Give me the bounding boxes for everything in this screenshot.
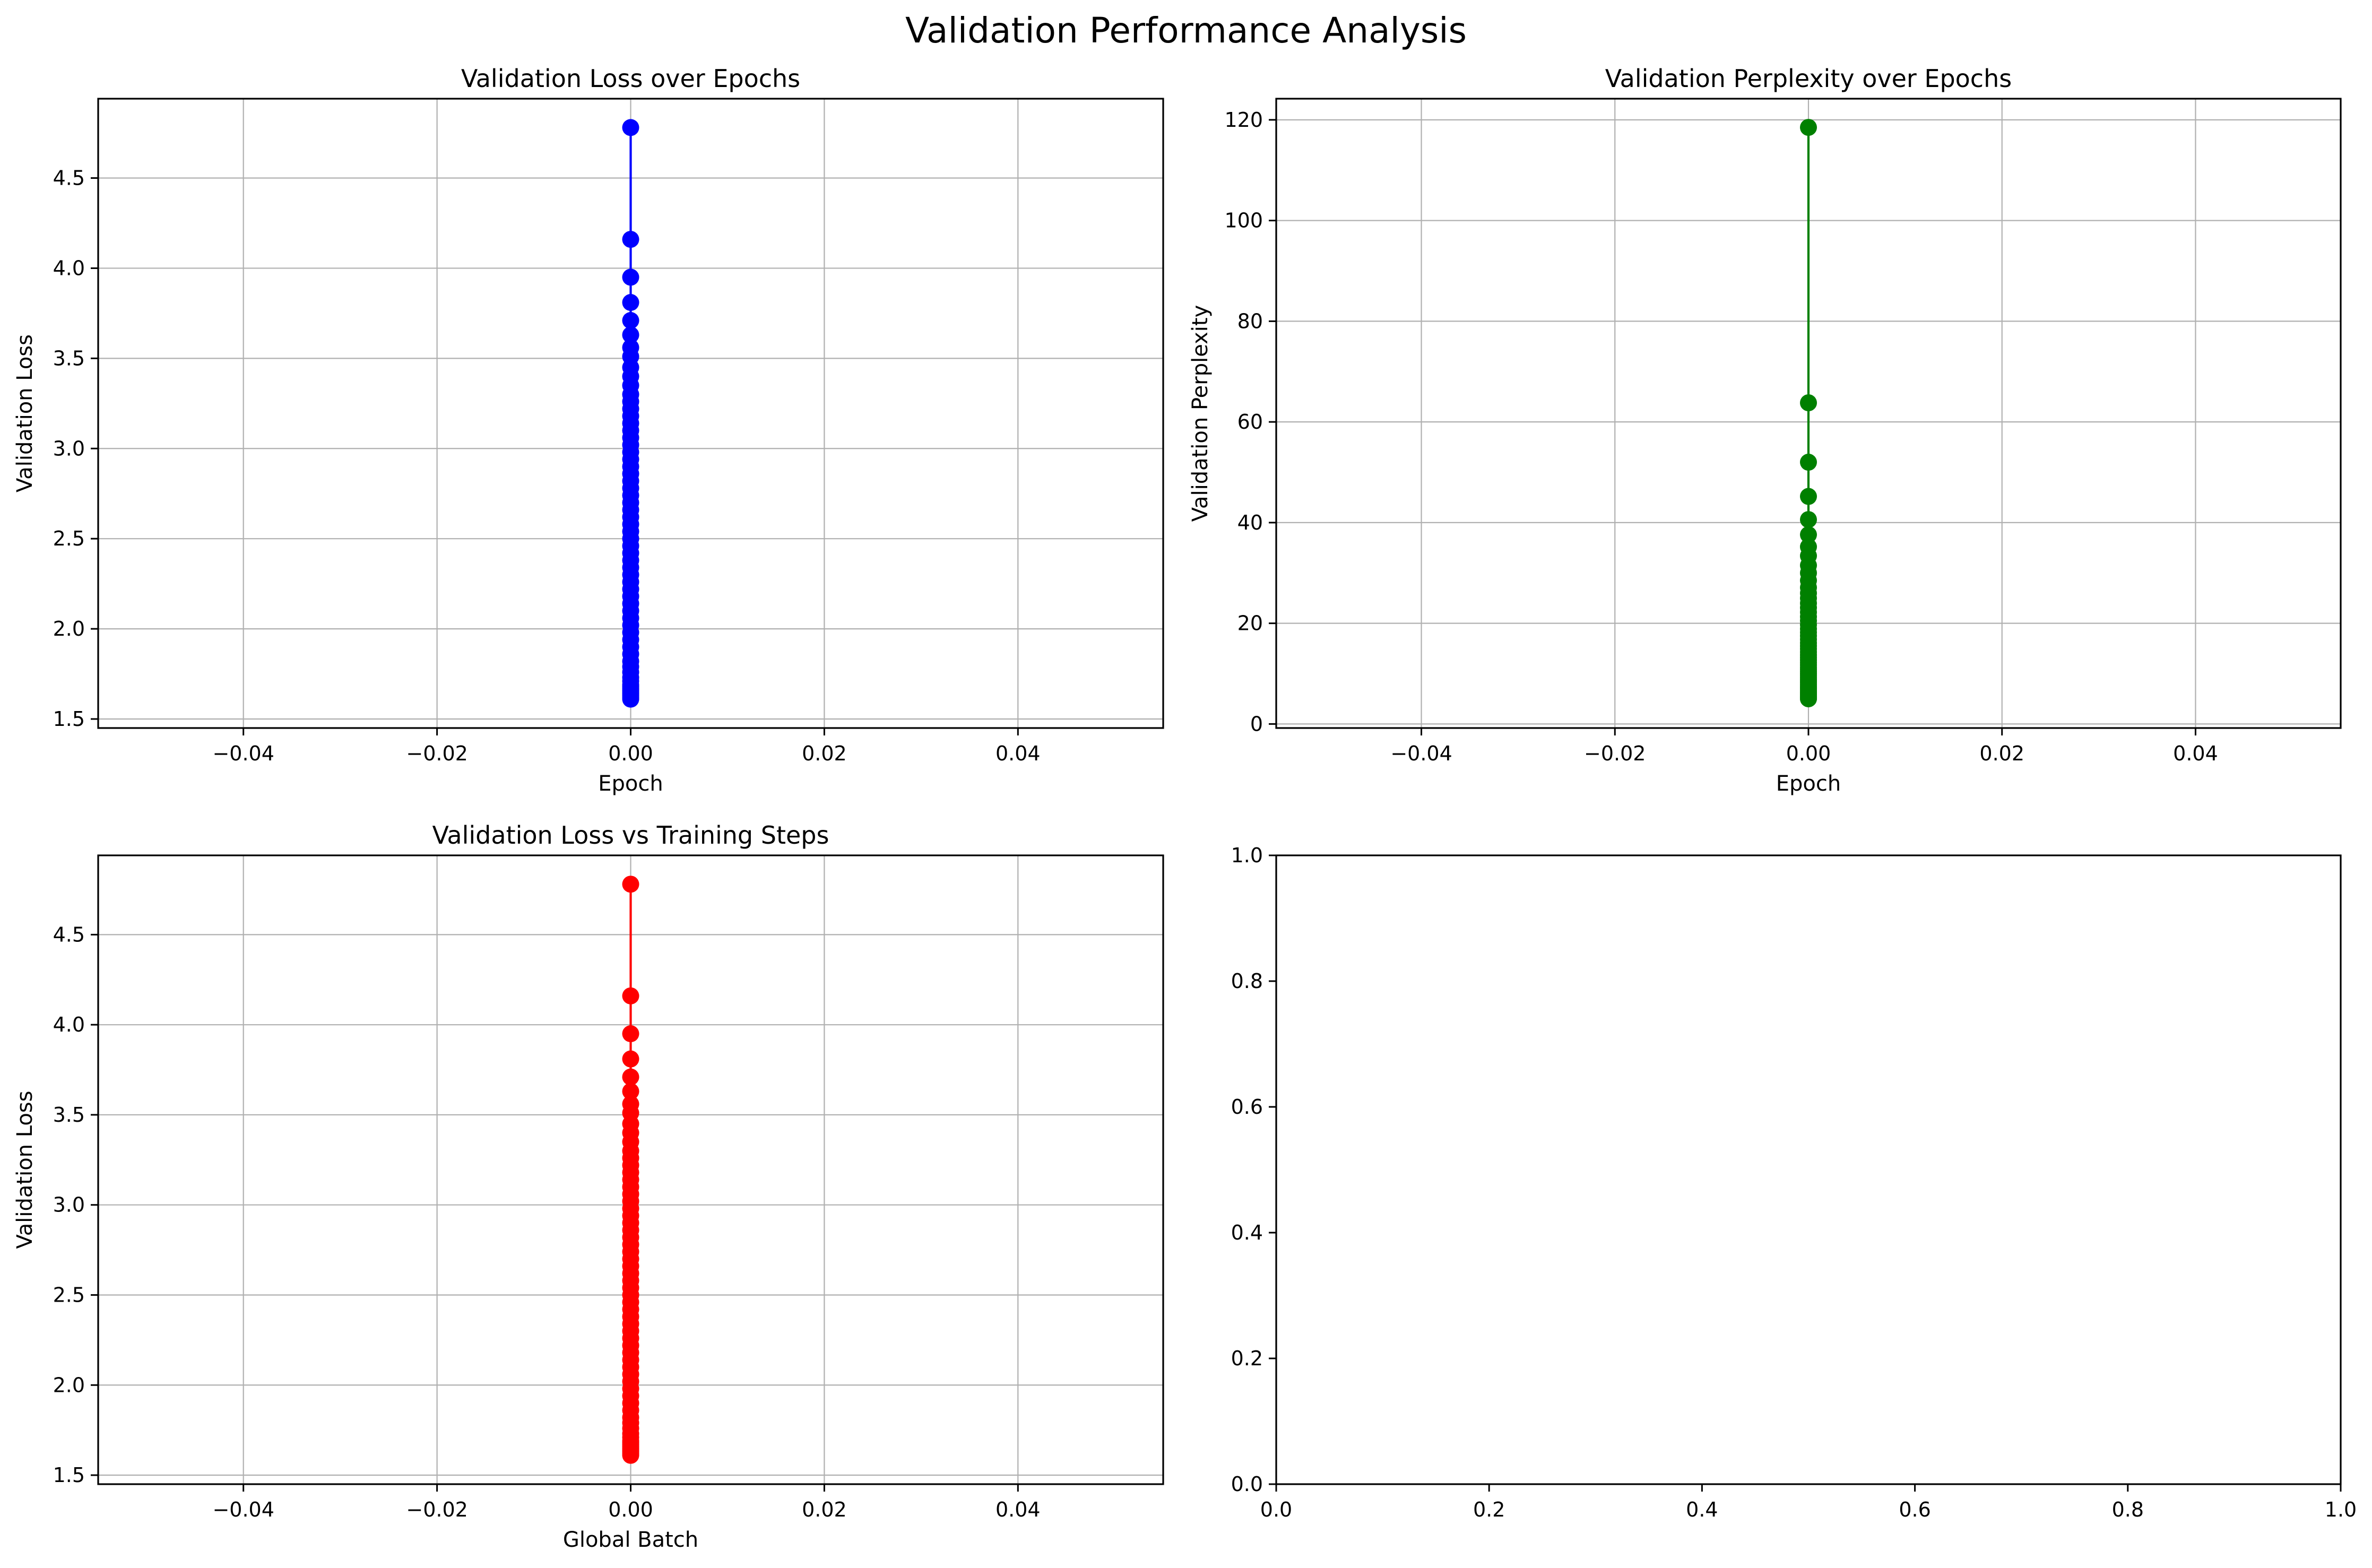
data-point <box>622 1068 639 1086</box>
y-axis-label: Validation Loss <box>13 334 37 492</box>
data-point <box>622 119 639 136</box>
axes-frame <box>1275 854 2342 1485</box>
subplot-validation-loss-epochs: −0.04 −0.02 0.00 0.02 0.04 1.5 2.0 2.5 3.0 3.5 4.0… <box>13 64 1164 796</box>
data-point <box>1800 690 1817 707</box>
data-point <box>622 231 639 248</box>
y-tick-label: 2.5 <box>53 527 85 550</box>
data-point <box>622 326 639 344</box>
x-axis-label: Epoch <box>1776 772 1841 796</box>
y-tick-label: 20 <box>1237 612 1263 635</box>
data-point <box>1800 488 1817 505</box>
data-point <box>622 311 639 329</box>
x-tick-label: 0.8 <box>2112 1498 2144 1521</box>
subplot-title: Validation Loss over Epochs <box>461 64 800 93</box>
subplot-title: Validation Perplexity over Epochs <box>1605 64 2012 93</box>
y-tick-label: 0.8 <box>1231 969 1263 993</box>
data-point <box>622 1050 639 1068</box>
data-point <box>622 268 639 286</box>
y-tick-label: 120 <box>1224 108 1263 132</box>
x-tick-label: 0.02 <box>802 1498 847 1521</box>
x-tick-label: 1.0 <box>2325 1498 2357 1521</box>
data-point <box>622 1025 639 1043</box>
x-tick-label: 0.2 <box>1473 1498 1505 1521</box>
data-point <box>622 987 639 1004</box>
y-tick-label: 0.2 <box>1231 1347 1263 1370</box>
data-point <box>1800 511 1817 529</box>
y-tick-label: 4.0 <box>53 1013 85 1036</box>
data-point <box>1800 526 1817 543</box>
subplot-validation-loss-training-steps: −0.04 −0.02 0.00 0.02 0.04 1.5 2.0 2.5 3.0 3.5 4.0… <box>13 821 1164 1552</box>
y-tick-label: 1.5 <box>53 1463 85 1487</box>
y-tick-label: 4.5 <box>53 923 85 946</box>
x-tick-label: −0.02 <box>406 1498 468 1521</box>
data-point <box>622 690 639 708</box>
y-tick-label: 4.0 <box>53 256 85 280</box>
x-tick-label: 0.0 <box>1260 1498 1292 1521</box>
plot-area <box>1276 855 2341 1484</box>
subplot-empty: 0.0 0.2 0.4 0.6 0.8 1.0 0.0 0.2 0.4 0.6 0.8 1.0 <box>1231 844 2357 1521</box>
y-axis-label: Validation Loss <box>13 1091 37 1249</box>
y-tick-label: 1.5 <box>53 707 85 731</box>
x-tick-label: 0.04 <box>995 742 1041 765</box>
y-tick-label: 3.5 <box>53 346 85 370</box>
x-tick-label: 0.04 <box>2173 742 2218 765</box>
x-tick-label: 0.00 <box>608 1498 653 1521</box>
data-point <box>622 294 639 311</box>
y-tick-label: 100 <box>1224 209 1263 232</box>
x-tick-label: −0.02 <box>1584 742 1646 765</box>
x-tick-label: 0.02 <box>802 742 847 765</box>
data-point <box>1800 394 1817 412</box>
x-tick-label: −0.04 <box>1390 742 1452 765</box>
data-point <box>622 1082 639 1100</box>
y-tick-label: 1.0 <box>1231 844 1263 867</box>
data-point <box>1800 119 1817 136</box>
y-tick-label: 2.5 <box>53 1283 85 1306</box>
x-tick-label: 0.6 <box>1899 1498 1931 1521</box>
x-axis-label: Global Batch <box>563 1528 698 1552</box>
x-axis-label: Epoch <box>598 772 663 796</box>
y-tick-label: 80 <box>1237 309 1263 333</box>
x-tick-label: 0.04 <box>995 1498 1041 1521</box>
x-tick-label: 0.02 <box>1979 742 2024 765</box>
y-tick-label: 3.0 <box>53 1193 85 1217</box>
y-axis-label: Validation Perplexity <box>1188 305 1213 522</box>
y-tick-label: 2.0 <box>53 1373 85 1397</box>
y-tick-label: 0 <box>1250 712 1263 735</box>
data-point <box>1800 454 1817 471</box>
subplot-validation-perplexity-epochs: −0.04 −0.02 0.00 0.02 0.04 0 20 40 60 80 100 120 Val… <box>1188 64 2342 796</box>
x-tick-label: 0.00 <box>608 742 653 765</box>
subplot-title: Validation Loss vs Training Steps <box>432 821 829 850</box>
y-tick-label: 0.4 <box>1231 1221 1263 1244</box>
x-tick-label: −0.04 <box>212 1498 274 1521</box>
figure-suptitle: Validation Performance Analysis <box>905 10 1467 51</box>
y-tick-label: 3.5 <box>53 1103 85 1127</box>
x-tick-label: −0.02 <box>406 742 468 765</box>
y-tick-label: 40 <box>1237 511 1263 534</box>
y-tick-label: 0.0 <box>1231 1472 1263 1496</box>
x-tick-label: −0.04 <box>212 742 274 765</box>
y-tick-label: 60 <box>1237 410 1263 434</box>
data-point <box>622 1446 639 1464</box>
x-tick-label: 0.00 <box>1786 742 1831 765</box>
y-tick-label: 2.0 <box>53 617 85 640</box>
data-point <box>622 876 639 893</box>
x-tick-label: 0.4 <box>1686 1498 1718 1521</box>
y-tick-label: 3.0 <box>53 437 85 460</box>
y-tick-label: 4.5 <box>53 167 85 190</box>
y-tick-label: 0.6 <box>1231 1095 1263 1119</box>
